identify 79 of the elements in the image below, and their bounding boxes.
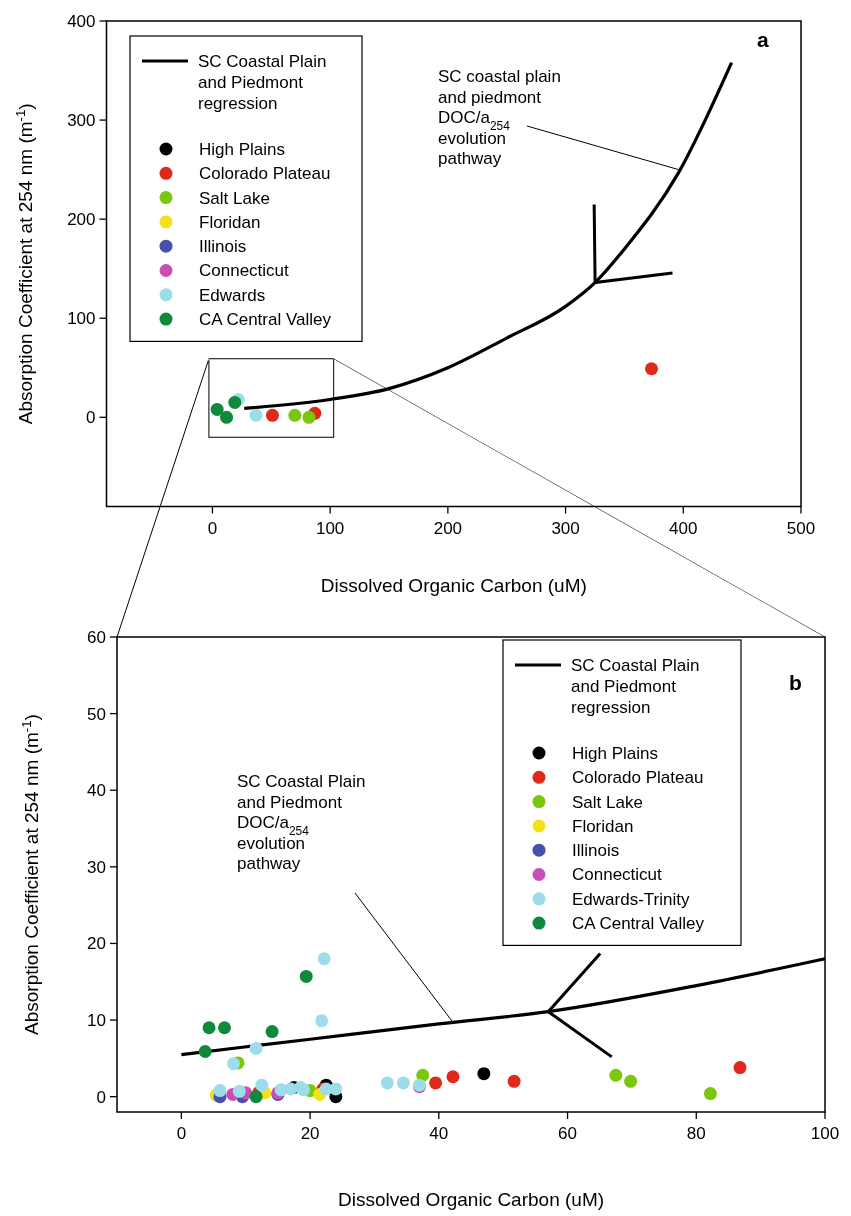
point (288, 408, 302, 422)
x-tick-label: 40 (429, 1124, 449, 1143)
point (299, 969, 313, 983)
legend-label: Connecticut (199, 261, 290, 281)
annotation: SC Coastal Plain and Piedmont DOC/a$_{254}$ evolution pathway (237, 772, 366, 873)
y-tick-label: 100 (67, 309, 96, 329)
y-tick-label: 40 (87, 781, 106, 801)
legend-label: Floridan (199, 212, 261, 232)
x-tick-label: 500 (786, 518, 816, 538)
legend-label: Salt Lake (199, 188, 270, 208)
legend-label: Connecticut (572, 865, 663, 885)
point (232, 1084, 246, 1098)
y-tick-label: 60 (87, 627, 106, 647)
point (265, 408, 279, 422)
point (446, 1070, 460, 1084)
point (302, 410, 316, 424)
point (198, 1044, 212, 1058)
point (265, 1025, 279, 1039)
point (507, 1074, 521, 1088)
point (477, 1067, 491, 1081)
legend-label: High Plains (572, 743, 658, 763)
annotation: a (757, 28, 769, 51)
legend-label: High Plains (199, 139, 285, 159)
point (429, 1076, 443, 1090)
point (624, 1074, 638, 1088)
point (249, 408, 263, 422)
y-tick-label: 50 (87, 704, 106, 724)
point (703, 1087, 717, 1101)
point (645, 362, 659, 376)
x-tick-label: 0 (176, 1124, 187, 1143)
legend-label: SC Coastal Plain and Piedmont regression (198, 51, 327, 113)
x-tick-label: 80 (686, 1124, 706, 1143)
x-tick-label: 0 (207, 518, 218, 538)
y-tick-label: 0 (96, 1087, 106, 1107)
y-tick-label: 200 (67, 210, 96, 230)
annotation: SC coastal plain and piedmont DOC/a$_{254}$ evolution pathway (438, 67, 561, 168)
point (220, 410, 234, 424)
x-tick-label: 60 (558, 1124, 578, 1143)
y-tick-label: 0 (86, 408, 96, 428)
legend-label: Salt Lake (572, 792, 643, 812)
x-tick-label: 100 (810, 1124, 840, 1143)
legend-label: Illinois (199, 237, 247, 257)
point (396, 1076, 410, 1090)
annotation: b (789, 671, 802, 694)
x-tick-label: 300 (551, 518, 580, 538)
y-tick-label: 20 (87, 934, 106, 954)
legend-label: CA Central Valley (199, 310, 332, 330)
point (315, 1014, 329, 1028)
legend-label: Edwards-Trinity (572, 889, 690, 909)
point (297, 1083, 311, 1097)
x-tick-label: 200 (433, 518, 463, 538)
point (380, 1076, 394, 1090)
point (255, 1078, 269, 1092)
x-axis-title: Dissolved Organic Carbon (uM) (337, 1189, 605, 1210)
x-tick-label: 100 (315, 518, 345, 538)
point (329, 1082, 343, 1096)
point (249, 1090, 263, 1104)
point (317, 952, 331, 966)
legend-label: Illinois (572, 841, 620, 861)
y-tick-label: 400 (67, 11, 96, 31)
point (202, 1021, 216, 1035)
point (217, 1021, 231, 1035)
y-tick-label: 10 (87, 1011, 106, 1031)
legend-label: CA Central Valley (572, 914, 705, 934)
point (227, 1057, 240, 1071)
point (249, 1041, 263, 1055)
point (609, 1068, 623, 1082)
point (210, 402, 224, 416)
x-tick-label: 20 (300, 1124, 320, 1143)
y-tick-label: 300 (67, 111, 96, 131)
point (733, 1061, 747, 1075)
x-axis-title: Dissolved Organic Carbon (uM) (320, 575, 587, 596)
legend-label: Colorado Plateau (199, 164, 331, 184)
legend-label: SC Coastal Plain and Piedmont regression (571, 655, 700, 717)
y-tick-label: 30 (87, 857, 106, 877)
legend-label: Edwards (199, 285, 266, 305)
x-tick-label: 400 (669, 518, 698, 538)
legend-label: Floridan (572, 816, 634, 836)
legend-label: Colorado Plateau (572, 768, 704, 788)
